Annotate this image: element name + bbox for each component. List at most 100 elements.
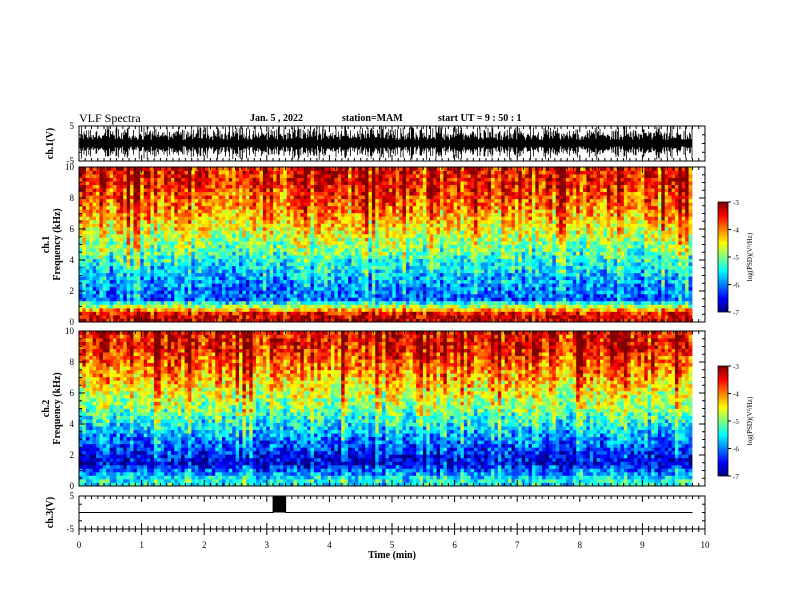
spectrogram-cell	[439, 269, 444, 274]
spectrogram-cell	[446, 233, 451, 238]
spectrogram-cell	[123, 286, 128, 291]
spectrogram-cell	[375, 293, 380, 298]
spectrogram-cell	[290, 202, 294, 207]
spectrogram-cell	[164, 212, 168, 217]
spectrogram-cell	[167, 219, 172, 224]
spectrogram-cell	[371, 174, 376, 178]
spectrogram-cell	[348, 276, 352, 281]
spectrogram-cell	[419, 240, 424, 245]
spectrogram-cell	[399, 188, 403, 193]
spectrogram-cell	[429, 216, 434, 221]
spectrogram-cell	[395, 226, 400, 231]
spectrogram-cell	[354, 311, 359, 316]
spectrogram-cell	[290, 272, 294, 277]
spectrogram-cell	[266, 240, 271, 245]
spectrogram-cell	[392, 174, 397, 178]
spectrogram-cell	[371, 177, 376, 182]
spectrogram-cell	[392, 244, 397, 249]
spectrogram-cell	[320, 223, 325, 228]
spectrogram-cell	[215, 311, 220, 316]
spectrogram-cell	[136, 216, 141, 221]
spectrogram-cell	[331, 293, 335, 298]
spectrogram-cell	[109, 237, 114, 242]
spectrogram-cell	[313, 226, 318, 231]
spectrogram-cell	[249, 248, 254, 252]
spectrogram-cell	[450, 248, 455, 252]
spectrogram-cell	[153, 188, 158, 193]
spectrogram-cell	[375, 244, 380, 249]
spectrogram-cell	[239, 209, 243, 214]
spectrogram-cell	[252, 304, 257, 309]
spectrogram-cell	[82, 230, 87, 235]
spectrogram-cell	[368, 276, 373, 281]
spectrogram-cell	[252, 198, 257, 203]
spectrogram-cell	[337, 258, 342, 263]
spectrogram-cell	[174, 202, 179, 207]
spectrogram-cell	[211, 181, 216, 186]
spectrogram-cell	[433, 209, 437, 214]
spectrogram-cell	[324, 265, 329, 270]
spectrogram-cell	[85, 191, 90, 196]
spectrogram-cell	[368, 318, 373, 323]
spectrogram-cell	[385, 188, 390, 193]
spectrogram-cell	[181, 202, 185, 207]
spectrogram-cell	[409, 219, 414, 224]
spectrogram-cell	[385, 248, 390, 252]
spectrogram-cell	[409, 226, 414, 231]
spectrogram-cell	[351, 276, 356, 281]
spectrogram-cell	[341, 191, 346, 196]
spectrogram-cell	[405, 293, 410, 298]
spectrogram-cell	[446, 265, 451, 270]
spectrogram-cell	[218, 251, 223, 256]
spectrogram-cell	[228, 240, 233, 245]
spectrogram-cell	[140, 181, 145, 186]
spectrogram-cell	[378, 311, 383, 316]
spectrogram-cell	[130, 177, 134, 182]
spectrogram-cell	[123, 248, 128, 252]
spectrogram-cell	[245, 311, 250, 316]
spectrogram-cell	[269, 269, 274, 274]
spectrogram-cell	[89, 223, 94, 228]
spectrogram-cell	[320, 262, 325, 267]
spectrogram-cell	[109, 307, 114, 312]
spectrogram-cell	[378, 293, 383, 298]
spectrogram-cell	[307, 276, 311, 281]
spectrogram-cell	[201, 240, 206, 245]
spectrogram-cell	[184, 212, 189, 217]
spectrogram-cell	[116, 318, 121, 323]
spectrogram-cell	[348, 188, 352, 193]
spectrogram-cell	[331, 167, 335, 171]
spectrogram-cell	[290, 233, 294, 238]
spectrogram-cell	[191, 233, 196, 238]
spectrogram-cell	[405, 307, 410, 312]
spectrogram-cell	[439, 188, 444, 193]
spectrogram-cell	[334, 174, 339, 178]
spectrogram-cell	[293, 297, 298, 302]
spectrogram-cell	[324, 248, 329, 252]
spectrogram-cell	[433, 265, 437, 270]
spectrogram-cell	[96, 205, 100, 210]
spectrogram-cell	[395, 258, 400, 263]
spectrogram-cell	[126, 233, 131, 238]
spectrogram-cell	[215, 297, 220, 302]
spectrogram-cell	[307, 297, 311, 302]
spectrogram-cell	[150, 205, 155, 210]
spectrogram-cell	[293, 307, 298, 312]
spectrogram-cell	[92, 286, 97, 291]
spectrogram-cell	[208, 233, 213, 238]
spectrogram-cell	[460, 265, 465, 270]
spectrogram-cell	[181, 205, 185, 210]
spectrogram-cell	[167, 311, 172, 316]
spectrogram-cell	[344, 191, 349, 196]
spectrogram-cell	[136, 276, 141, 281]
spectrogram-cell	[279, 219, 284, 224]
spectrogram-cell	[460, 314, 465, 319]
spectrogram-cell	[354, 223, 359, 228]
spectrogram-cell	[293, 276, 298, 281]
spectrogram-cell	[402, 202, 407, 207]
spectrogram-cell	[126, 297, 131, 302]
spectrogram-cell	[252, 311, 257, 316]
spectrogram-cell	[184, 279, 189, 284]
spectrogram-cell	[245, 279, 250, 284]
spectrogram-cell	[450, 314, 455, 319]
